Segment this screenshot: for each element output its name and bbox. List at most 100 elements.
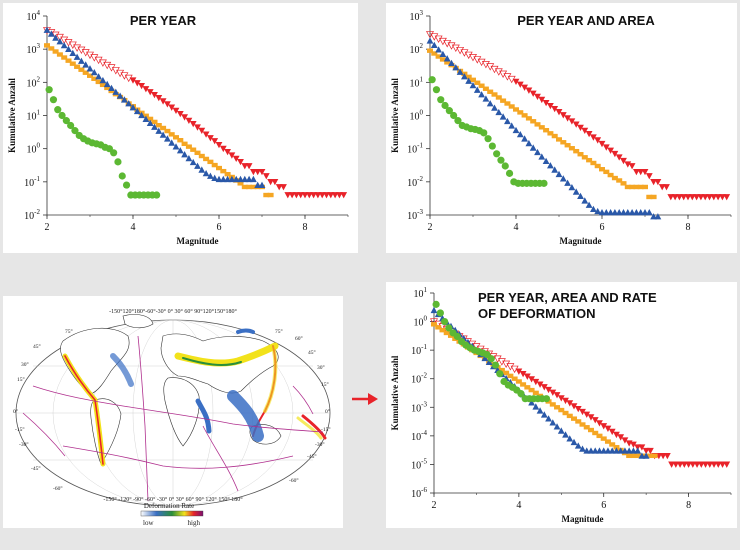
data-point-circle <box>493 150 501 158</box>
data-point-triangle-up <box>553 423 561 430</box>
data-point-triangle-up <box>176 147 184 154</box>
data-point-square <box>630 453 637 459</box>
data-point-triangle-down <box>271 178 279 186</box>
data-series <box>432 300 551 403</box>
map-latitude-label: 45° <box>33 343 41 350</box>
data-point-triangle-up <box>198 166 206 173</box>
data-point-triangle-down <box>532 378 540 386</box>
data-point-triangle-down <box>340 192 348 199</box>
data-point-square <box>581 155 588 160</box>
data-point-triangle-up <box>602 208 610 216</box>
data-point-square <box>216 165 222 171</box>
data-point-triangle-down <box>646 447 654 455</box>
data-point-triangle-up <box>435 46 442 53</box>
data-point-triangle-down <box>181 114 188 121</box>
chart-title: PER YEAR <box>130 13 197 28</box>
data-point-triangle-up <box>529 144 537 151</box>
data-point-triangle-up <box>611 208 619 216</box>
data-point-square <box>263 192 270 198</box>
y-tick-label: 100 <box>414 315 428 329</box>
y-tick-label: 100 <box>410 109 424 123</box>
data-point-square <box>551 133 558 139</box>
y-axis-label: Kumulative Anzahl <box>390 355 400 430</box>
data-point-triangle-up <box>549 419 557 426</box>
data-point-triangle-down <box>293 192 300 199</box>
data-point-triangle-up <box>108 84 115 91</box>
data-point-square <box>504 101 511 106</box>
data-point-triangle-down <box>641 168 649 176</box>
data-point-triangle-up <box>82 61 90 68</box>
y-tick-label: 10-5 <box>411 457 427 471</box>
data-point-square <box>267 192 274 198</box>
data-point-triangle-up <box>562 431 569 438</box>
map-latitude-label: 0° <box>325 408 330 415</box>
data-point-triangle-up <box>633 208 640 216</box>
data-point-square <box>151 119 158 125</box>
data-point-circle <box>445 324 453 332</box>
y-tick-label: 10-1 <box>24 175 40 189</box>
data-point-triangle-down <box>630 441 637 448</box>
data-point-triangle-down <box>581 127 589 135</box>
data-point-circle <box>441 317 449 326</box>
data-point-square <box>507 373 514 379</box>
data-point-triangle-down <box>688 194 696 201</box>
chart-title: PER YEAR, AREA AND RATE <box>478 290 657 305</box>
x-tick-label: 2 <box>432 500 437 511</box>
map-right-latitude-labels: 75° 60° 45° 30° 15° 0° -15° -30° -45° -60° <box>275 328 331 484</box>
data-point-triangle-up <box>47 30 55 37</box>
data-point-triangle-up <box>452 64 460 71</box>
data-point-square <box>104 85 111 91</box>
map-deformation-zones <box>62 328 327 467</box>
map-latitude-label: 30° <box>317 364 325 371</box>
data-point-triangle-down <box>310 192 317 199</box>
data-point-circle <box>441 101 449 110</box>
data-point-triangle-up <box>237 175 244 183</box>
data-point-triangle-up <box>581 197 589 204</box>
y-tick-label: 102 <box>27 75 41 89</box>
map-latitude-label: 15° <box>321 381 329 388</box>
data-point-triangle-down-open <box>486 63 495 71</box>
data-point-triangle-down <box>572 121 580 128</box>
data-point-triangle-down-open <box>499 70 508 79</box>
data-point-triangle-down <box>301 192 309 199</box>
y-tick-label: 101 <box>410 75 424 89</box>
data-point-triangle-down <box>258 168 266 176</box>
data-point-square <box>520 382 527 387</box>
data-point-triangle-up <box>99 76 107 84</box>
data-point-triangle-up <box>547 162 554 169</box>
data-point-triangle-up <box>125 100 133 107</box>
y-tick-labels: 10-6 10-5 10-4 10-3 10-2 10-1 100 101 <box>411 286 434 500</box>
data-point-circle <box>118 172 126 180</box>
data-point-square <box>620 181 627 186</box>
data-point-triangle-down <box>557 395 565 402</box>
data-point-square <box>532 390 539 396</box>
data-point-square <box>482 86 489 91</box>
data-point-triangle-up <box>645 208 653 216</box>
data-point-circle <box>437 96 445 104</box>
data-point-triangle-up <box>456 68 464 75</box>
data-point-triangle-down <box>638 444 646 451</box>
data-point-square <box>431 51 438 56</box>
data-point-square <box>439 327 446 333</box>
data-point-square <box>435 54 442 59</box>
data-point-square <box>650 194 657 200</box>
data-point-triangle-down <box>267 178 274 186</box>
data-point-triangle-down <box>138 83 145 90</box>
data-point-square <box>547 131 554 136</box>
data-point-square <box>579 422 586 427</box>
y-axis-label: Kumulative Anzahl <box>7 78 17 153</box>
data-point-square <box>65 58 72 63</box>
x-tick-labels: 2 4 6 8 <box>428 215 732 233</box>
data-point-triangle-up <box>572 188 580 195</box>
data-point-square <box>444 60 451 65</box>
data-point-triangle-up <box>224 175 231 183</box>
data-point-triangle-up <box>532 403 540 410</box>
data-point-triangle-down-open <box>502 360 511 369</box>
data-point-square <box>626 453 633 459</box>
data-point-triangle-up <box>525 139 533 147</box>
data-point-triangle-up <box>620 208 627 216</box>
y-tick-label: 10-1 <box>411 343 427 357</box>
chart-title: PER YEAR AND AREA <box>517 13 655 28</box>
data-point-square <box>500 98 507 103</box>
y-tick-label: 10-3 <box>407 208 423 222</box>
